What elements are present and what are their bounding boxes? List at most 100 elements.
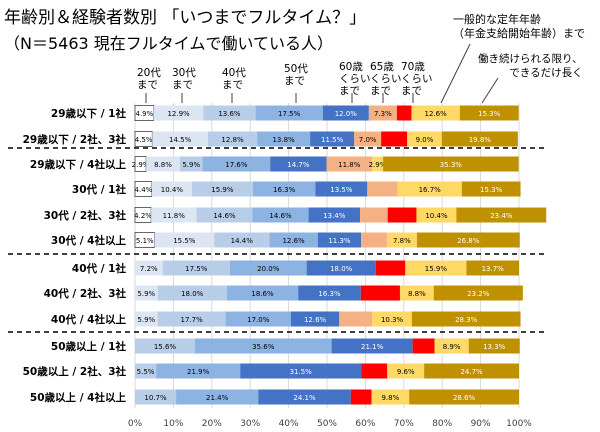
- chart-subtitle: （N＝5463 現在フルタイムで働いている人）: [4, 34, 333, 53]
- bar-segment: [257, 131, 311, 147]
- category-label: 40代 / 2社、3社: [44, 287, 127, 300]
- data-label: 17.6%: [225, 161, 248, 169]
- legend-text: 40代: [222, 67, 246, 79]
- bar-segment: [196, 207, 253, 223]
- bar-segment: [396, 105, 412, 121]
- bar-segment: [315, 181, 368, 197]
- bar-segment: [308, 207, 361, 223]
- data-label: 28.6%: [453, 394, 476, 402]
- data-label: 17.5%: [185, 265, 208, 273]
- bar-segment: [387, 207, 417, 223]
- data-label: 16.3%: [273, 186, 296, 194]
- data-label: 17.0%: [247, 316, 270, 324]
- bar-segment: [399, 285, 434, 301]
- x-tick-label: 50%: [317, 419, 337, 429]
- bar-segment: [386, 232, 417, 248]
- legend-text: 20代: [137, 67, 161, 79]
- data-label: 31.5%: [290, 368, 313, 376]
- bar-segment: [135, 389, 177, 405]
- bar-segment: [310, 131, 355, 147]
- x-tick-label: 40%: [279, 419, 299, 429]
- x-tick-label: 70%: [394, 419, 414, 429]
- data-label: 13.7%: [482, 265, 505, 273]
- bar-segment: [226, 285, 299, 301]
- bar-segment: [459, 105, 519, 121]
- bar-segment: [354, 131, 382, 147]
- bar-segment: [350, 389, 372, 405]
- bar-segment: [433, 285, 523, 301]
- data-label: 18.0%: [181, 290, 204, 298]
- legend-text: くらい: [370, 73, 402, 85]
- data-label: 21.4%: [206, 394, 229, 402]
- legend-text: まで: [137, 79, 158, 91]
- bar-segment: [135, 363, 157, 379]
- bar-segment: [151, 207, 197, 223]
- data-label: 24.1%: [293, 394, 316, 402]
- legend-text: 30代: [172, 67, 196, 79]
- bar-segment: [162, 260, 230, 276]
- data-label: 11.3%: [328, 237, 351, 245]
- bar-segment: [466, 260, 519, 276]
- category-label: 30代 / 1社: [72, 183, 127, 196]
- data-label: 13.8%: [272, 136, 295, 144]
- legend-text: 70歳: [401, 61, 425, 73]
- category-label: 29歳以下 / 4社以上: [30, 158, 127, 171]
- bar-segment: [360, 207, 388, 223]
- data-label: 5.5%: [137, 368, 155, 376]
- x-tick-label: 100%: [506, 419, 532, 429]
- bar-segment: [306, 260, 376, 276]
- legend-text: くらい: [339, 73, 371, 85]
- data-label: 5.9%: [182, 161, 200, 169]
- category-label: 29歳以下 / 2社、3社: [23, 133, 127, 146]
- bar-segment: [411, 105, 460, 121]
- data-label: 15.6%: [154, 343, 177, 351]
- data-label: 9.8%: [381, 394, 399, 402]
- category-label: 50歳以上 / 2社、3社: [23, 365, 127, 378]
- data-label: 2.9%: [132, 161, 150, 169]
- bar-segment: [214, 232, 270, 248]
- x-tick-label: 60%: [355, 419, 375, 429]
- bar-segment: [322, 105, 369, 121]
- data-label: 7.0%: [359, 136, 377, 144]
- data-label: 17.5%: [278, 110, 301, 118]
- annotation-pointer: [440, 43, 471, 104]
- data-label: 21.9%: [187, 368, 210, 376]
- bar-segment: [412, 338, 435, 354]
- bar-segment: [441, 131, 518, 147]
- data-label: 35.3%: [440, 161, 463, 169]
- bar-segment: [203, 105, 256, 121]
- bar-segment: [456, 207, 547, 223]
- x-tick-label: 80%: [432, 419, 452, 429]
- category-label: 30代 / 2社、3社: [44, 209, 127, 222]
- bar-segment: [135, 260, 163, 276]
- data-label: 15.9%: [211, 186, 234, 194]
- annotation-pointer: [481, 77, 499, 104]
- category-label: 40代 / 1社: [72, 262, 127, 275]
- data-label: 15.9%: [425, 265, 448, 273]
- data-label: 5.1%: [136, 237, 154, 245]
- data-label: 35.6%: [252, 343, 275, 351]
- pension-age-annotation: 一般的な定年年齢 （年金支給開始年齢）まで: [453, 13, 585, 41]
- data-label: 12.0%: [335, 110, 358, 118]
- x-tick-label: 0%: [128, 419, 143, 429]
- bar-segment: [153, 105, 204, 121]
- category-label: 29歳以下 / 1社: [51, 107, 127, 120]
- data-label: 8.9%: [443, 343, 461, 351]
- chart-title: 年齢別＆経験者数別 「いつまでフルタイム？」: [4, 8, 367, 28]
- bar-segment: [135, 285, 158, 301]
- bar-segment: [411, 311, 521, 327]
- data-label: 2.9%: [369, 161, 387, 169]
- bar-segment: [416, 232, 520, 248]
- data-label: 14.4%: [231, 237, 254, 245]
- data-label: 12.6%: [304, 316, 327, 324]
- bar-segment: [416, 207, 457, 223]
- bar-segment: [252, 181, 316, 197]
- bar-segment: [409, 389, 519, 405]
- data-label: 5.9%: [137, 316, 155, 324]
- data-label: 16.3%: [318, 290, 341, 298]
- legend-label-40s: 40代 まで: [222, 67, 246, 91]
- data-label: 7.2%: [140, 265, 158, 273]
- data-label: 13.5%: [330, 186, 353, 194]
- x-tick-label: 20%: [202, 419, 222, 429]
